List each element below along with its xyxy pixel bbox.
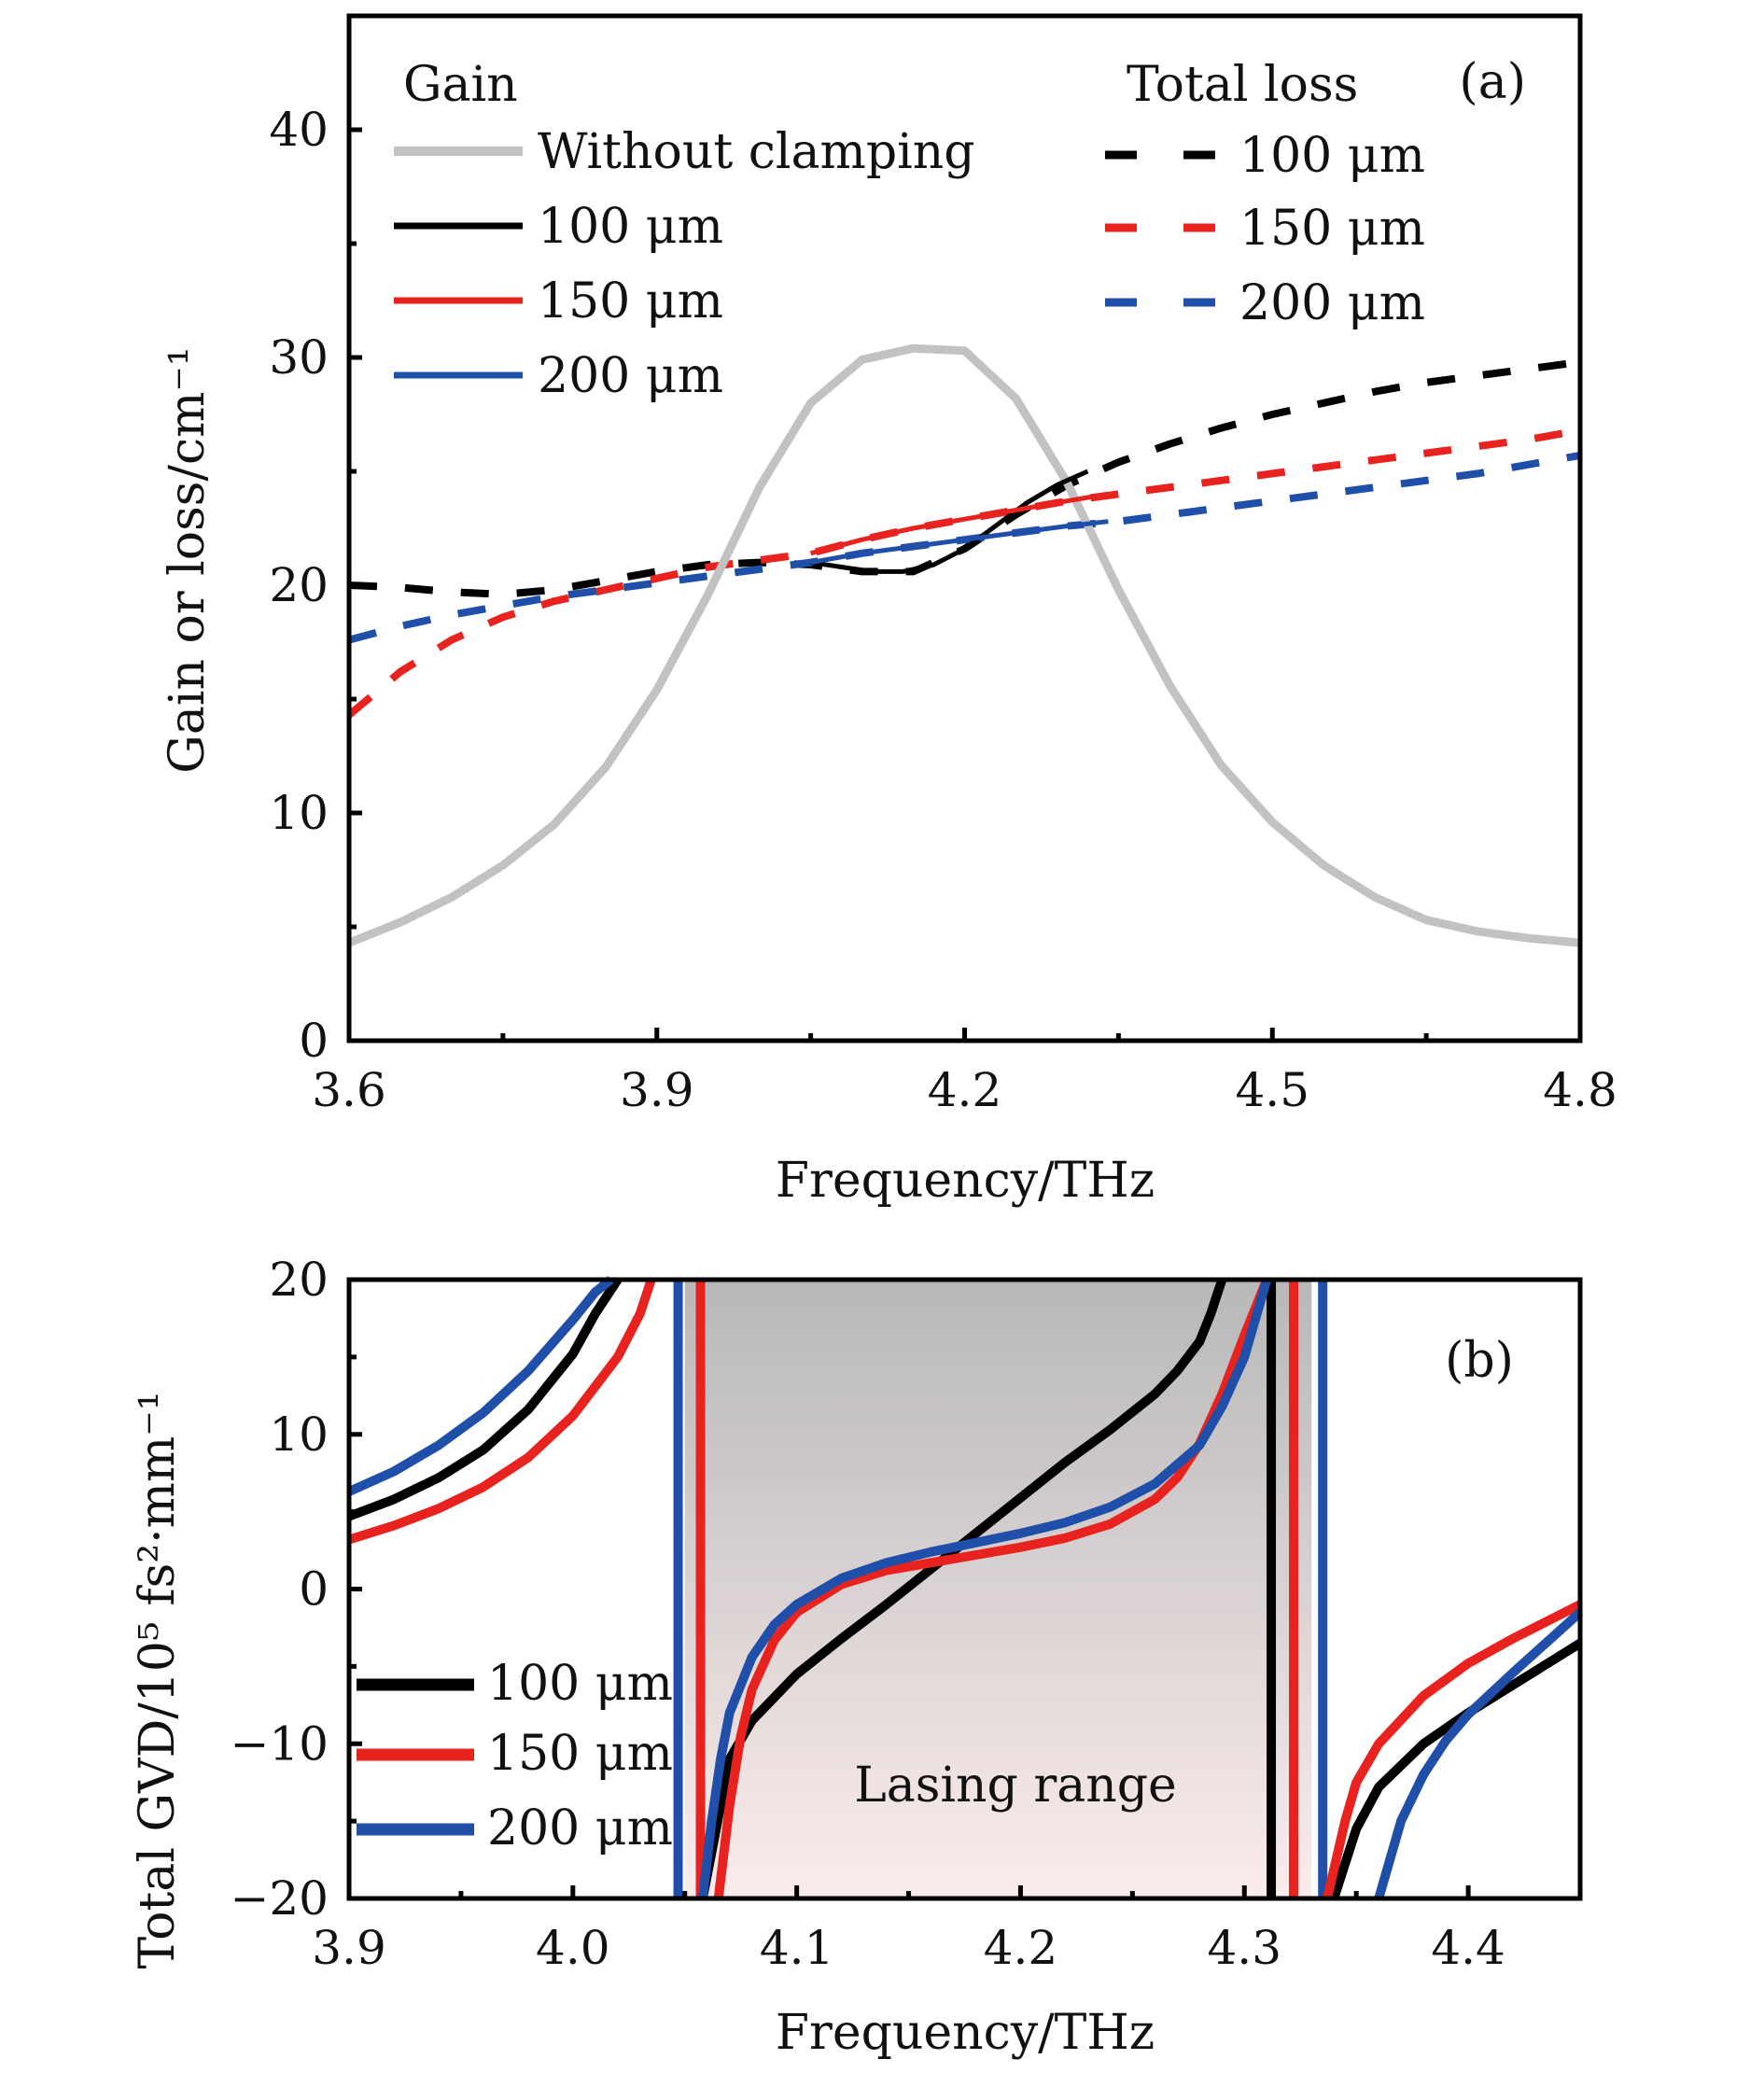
- legend-label-gain-without-clamping: Without clamping: [538, 124, 975, 180]
- legend-title-gain: Gain: [403, 57, 518, 113]
- x-tick-label: 4.5: [1235, 1063, 1309, 1117]
- panel-a-legend: Gain Total loss Without clamping 100 μm 15…: [394, 57, 1425, 404]
- series-gain-without-clamping: [347, 343, 1581, 947]
- panel-b-y-axis-title: Total GVD/10⁵ fs²·mm⁻¹: [130, 1391, 186, 1968]
- legend-label-loss-150-m: 150 μm: [1239, 201, 1425, 257]
- series-gvd-100-m-segment-1: [347, 1277, 622, 1521]
- series-gvd-200-m-segment-2: [697, 1278, 1272, 1899]
- legend-label-gain-150-m: 150 μm: [538, 273, 723, 329]
- y-tick-label: −20: [230, 1871, 329, 1926]
- y-tick-label: 20: [269, 558, 329, 612]
- legend-label-150-m: 150 μm: [487, 1726, 673, 1782]
- series-gvd-150-m-segment-1: [347, 1278, 656, 1545]
- series-gain-150-m: [809, 491, 1109, 556]
- y-tick-label: 10: [269, 786, 329, 840]
- series-gvd-100-m-segment-3: [1329, 1639, 1583, 1900]
- lasing-range-shaded-region: [684, 1280, 1312, 1898]
- panel-b-tick-labels: −20 −10 0 10 20 3.9 4.0 4.1 4.2 4.3 4.4: [230, 1253, 1505, 1975]
- series-total-loss-100-m: [348, 357, 1581, 598]
- legend-label-loss-100-m: 100 μm: [1239, 128, 1425, 184]
- panel-b-curves: [346, 1276, 1584, 1900]
- panel-a: 0 10 20 30 40 3.6 3.9 4.2 4.5 4.8 Frequency/THz G…: [160, 13, 1617, 1209]
- y-tick-label: −10: [230, 1716, 329, 1771]
- legend-label-gain-200-m: 200 μm: [538, 348, 723, 404]
- y-tick-label: 10: [269, 1408, 329, 1462]
- legend-title-total-loss: Total loss: [1127, 57, 1358, 113]
- x-tick-label: 3.6: [312, 1063, 386, 1117]
- panel-a-label: (a): [1459, 54, 1526, 110]
- panel-b-legend: 100 μm 150 μm 200 μm: [357, 1656, 673, 1856]
- series-gain-100-m: [810, 469, 1089, 574]
- x-tick-label: 4.2: [984, 1921, 1058, 1975]
- x-tick-label: 4.1: [760, 1921, 834, 1975]
- legend-label-200-m: 200 μm: [487, 1800, 673, 1856]
- panel-b-x-axis-title: Frequency/THz: [776, 2005, 1155, 2061]
- series-gain-200-m: [810, 519, 1109, 566]
- panel-a-y-axis-title: Gain or loss/cm⁻¹: [160, 346, 216, 773]
- panel-b-label: (b): [1445, 1333, 1514, 1389]
- y-tick-label: 0: [299, 1562, 329, 1617]
- panel-a-axes: [346, 13, 1583, 1044]
- legend-label-gain-100-m: 100 μm: [538, 199, 723, 255]
- x-tick-label: 4.3: [1208, 1921, 1282, 1975]
- x-tick-label: 4.0: [536, 1921, 610, 1975]
- series-gvd-150-m-segment-3: [1323, 1600, 1583, 1900]
- x-tick-label: 4.2: [928, 1063, 1002, 1117]
- panel-b: −20 −10 0 10 20 3.9 4.0 4.1 4.2 4.3 4.4 Lasing ran…: [130, 1253, 1584, 2061]
- legend-label-loss-200-m: 200 μm: [1239, 275, 1425, 331]
- x-tick-label: 3.9: [620, 1063, 694, 1117]
- series-total-loss-150-m: [346, 427, 1581, 719]
- series-gvd-200-m-segment-3: [1374, 1608, 1584, 1900]
- panel-a-x-axis-title: Frequency/THz: [776, 1153, 1155, 1209]
- panel-a-curves: [346, 343, 1581, 947]
- x-tick-label: 4.8: [1543, 1063, 1617, 1117]
- legend-label-100-m: 100 μm: [487, 1656, 673, 1712]
- y-tick-label: 30: [269, 330, 329, 385]
- x-tick-label: 4.4: [1431, 1921, 1505, 1975]
- panel-a-tick-labels: 0 10 20 30 40 3.6 3.9 4.2 4.5 4.8: [269, 103, 1617, 1117]
- y-tick-label: 0: [299, 1014, 329, 1068]
- lasing-range-annotation: Lasing range: [854, 1758, 1177, 1814]
- series-gvd-200-m-segment-1: [346, 1276, 614, 1496]
- y-tick-label: 20: [269, 1253, 329, 1307]
- y-tick-label: 40: [269, 103, 329, 157]
- panel-b-axes: [346, 1277, 1583, 1901]
- x-tick-label: 3.9: [312, 1921, 386, 1975]
